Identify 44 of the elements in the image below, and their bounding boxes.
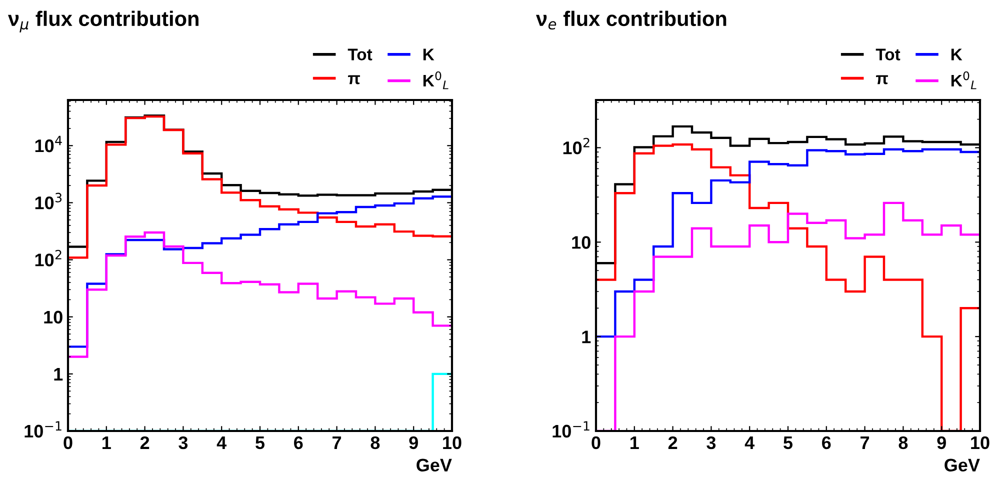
x-tick-label: 2: [140, 436, 150, 449]
x-tick-label: 8: [898, 436, 908, 450]
y-tick-label: 10$^{2}$: [563, 138, 590, 154]
x-tick-label: 3: [178, 436, 188, 450]
legend-label: π: [348, 75, 360, 84]
x-tick-label: 8: [370, 436, 380, 450]
y-tick-label: 10: [572, 236, 590, 249]
x-tick-label: 10: [971, 436, 990, 450]
x-axis-title: GeV: [416, 458, 452, 472]
x-tick-label: 7: [860, 436, 870, 449]
legend-label: Tot: [876, 48, 900, 60]
legend-label: K$^{0}$$_{L}$: [951, 71, 976, 90]
y-tick-label: 10$^{−1}$: [552, 421, 590, 438]
x-tick-label: 6: [294, 436, 303, 450]
legend-label: K: [951, 48, 962, 60]
legend-label: K$^{0}$$_{L}$: [423, 71, 448, 90]
x-axis-title: GeV: [944, 458, 980, 472]
x-tick-label: 9: [409, 436, 418, 450]
x-tick-label: 2: [668, 436, 678, 449]
legend-label: K: [423, 48, 434, 60]
x-tick-label: 4: [744, 436, 755, 449]
y-tick-label: 1: [54, 368, 63, 380]
legend-label: Tot: [348, 48, 372, 60]
legend-label: π: [876, 75, 888, 84]
x-tick-label: 10: [443, 436, 462, 450]
y-tick-label: 10: [44, 310, 62, 324]
x-tick-label: 4: [216, 436, 227, 449]
x-tick-label: 1: [102, 436, 111, 449]
y-tick-label: 10$^{4}$: [35, 136, 62, 152]
x-tick-label: 5: [784, 436, 793, 450]
y-tick-label: 1: [582, 330, 591, 344]
chart-title: ν$_{e}$ flux contribution: [536, 10, 726, 30]
x-tick-label: 1: [630, 436, 639, 449]
x-tick-label: 7: [332, 436, 342, 449]
chart-title: ν$_{μ}$ flux contribution: [8, 10, 198, 32]
x-tick-label: 0: [592, 436, 600, 450]
x-tick-label: 0: [64, 436, 72, 450]
x-tick-label: 3: [706, 436, 716, 450]
y-tick-label: 10$^{−1}$: [24, 421, 62, 438]
x-tick-label: 6: [822, 436, 831, 450]
x-tick-label: 9: [937, 436, 946, 450]
y-tick-label: 10$^{3}$: [35, 192, 62, 210]
y-tick-label: 10$^{2}$: [35, 250, 62, 266]
x-tick-label: 5: [256, 436, 265, 450]
